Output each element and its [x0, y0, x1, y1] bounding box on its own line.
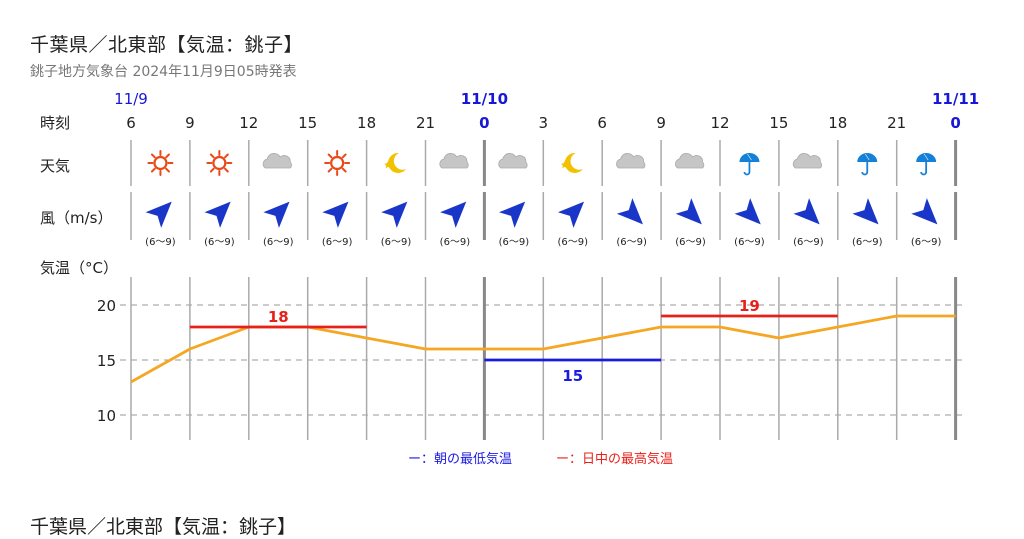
y-axis-ticks: 10 15 20	[97, 297, 116, 425]
row-label-wind: 風（m/s）	[40, 209, 112, 227]
max-temp-label: 18	[268, 308, 289, 326]
temperature-chart: 時刻 天気 風（m/s） 気温（°C） 11/9 11/10 11/11 6 9 12 1…	[0, 0, 1024, 521]
umbrella-icon	[916, 153, 936, 175]
time-tick: 3	[539, 114, 549, 132]
time-tick: 0	[479, 114, 489, 132]
wind-speed-label: (6〜9)	[557, 237, 588, 248]
wind-arrow-ne-icon	[263, 194, 297, 228]
wind-arrow-se-icon	[735, 198, 769, 232]
wind-arrow-se-icon	[794, 198, 828, 232]
sun-icon	[207, 151, 231, 175]
cloud-icon	[793, 153, 821, 168]
wind-arrow-ne-icon	[322, 194, 356, 228]
row-label-time: 時刻	[40, 114, 70, 132]
wind-speed-label: (6〜9)	[852, 237, 883, 248]
time-tick: 21	[416, 114, 435, 132]
row-label-weather: 天気	[40, 157, 70, 175]
cloud-icon	[675, 153, 703, 168]
column-lines	[131, 140, 956, 440]
wind-arrow-se-icon	[617, 198, 651, 232]
sun-icon	[325, 151, 349, 175]
wind-speed-label: (6〜9)	[322, 237, 353, 248]
cloud-icon	[263, 153, 291, 168]
y-tick-15: 15	[97, 352, 116, 370]
wind-speed-label: (6〜9)	[499, 237, 530, 248]
date-labels: 11/9 11/10 11/11	[114, 90, 979, 108]
sun-icon	[148, 151, 172, 175]
time-tick: 12	[239, 114, 258, 132]
umbrella-icon	[857, 153, 877, 175]
cloud-icon	[499, 153, 527, 168]
y-tick-10: 10	[97, 407, 116, 425]
row-label-temp: 気温（°C）	[40, 259, 118, 277]
time-tick: 15	[298, 114, 317, 132]
wind-speed-label: (6〜9)	[440, 237, 471, 248]
wind-arrow-ne-icon	[499, 194, 533, 228]
wind-arrow-ne-icon	[146, 194, 180, 228]
wind-arrow-se-icon	[676, 198, 710, 232]
legend-min: ー：朝の最低気温	[408, 451, 512, 467]
time-tick: 6	[126, 114, 136, 132]
wind-arrow-ne-icon	[440, 194, 474, 228]
moon-icon	[561, 153, 583, 173]
wind-speed-label: (6〜9)	[204, 237, 235, 248]
moon-icon	[384, 153, 406, 173]
weather-icons	[148, 151, 936, 175]
wind-speed-label: (6〜9)	[381, 237, 412, 248]
wind-arrow-se-icon	[911, 198, 945, 232]
legend: ー：朝の最低気温 ー：日中の最高気温	[408, 451, 673, 467]
time-tick: 0	[950, 114, 960, 132]
wind-speed-label: (6〜9)	[675, 237, 706, 248]
date-label: 11/9	[114, 90, 148, 108]
wind-speed-label: (6〜9)	[793, 237, 824, 248]
next-section-title-clipped: 千葉県／北東部【気温：銚子】	[30, 512, 296, 539]
min-temp-label: 15	[562, 367, 583, 385]
legend-max: ー：日中の最高気温	[556, 451, 673, 467]
time-tick: 6	[597, 114, 607, 132]
wind-arrow-ne-icon	[381, 194, 415, 228]
wind-speed-label: (6〜9)	[911, 237, 942, 248]
time-tick: 21	[887, 114, 906, 132]
wind-speed-label: (6〜9)	[616, 237, 647, 248]
date-label: 11/11	[932, 90, 979, 108]
y-tick-20: 20	[97, 297, 116, 315]
time-tick: 18	[357, 114, 376, 132]
wind-speed-label: (6〜9)	[734, 237, 765, 248]
wind-arrow-ne-icon	[205, 194, 239, 228]
time-ticks: 6 9 12 15 18 21 0 3 6 9 12 15 18 21 0	[126, 114, 961, 132]
wind-speed-label: (6〜9)	[263, 237, 294, 248]
cloud-icon	[440, 153, 468, 168]
time-tick: 18	[828, 114, 847, 132]
time-tick: 12	[710, 114, 729, 132]
cloud-icon	[617, 153, 645, 168]
date-label: 11/10	[461, 90, 508, 108]
wind-arrows: (6〜9) (6〜9) (6〜9) (6〜9) (6〜9) (6〜9) (6〜9) (6〜9)…	[145, 194, 945, 248]
time-tick: 15	[769, 114, 788, 132]
wind-arrow-se-icon	[852, 198, 886, 232]
umbrella-icon	[739, 153, 759, 175]
wind-speed-label: (6〜9)	[145, 237, 176, 248]
min-max-lines: 18 19 15	[190, 297, 838, 385]
time-tick: 9	[656, 114, 666, 132]
time-tick: 9	[185, 114, 195, 132]
wind-arrow-ne-icon	[558, 194, 592, 228]
max-temp-label: 19	[739, 297, 760, 315]
